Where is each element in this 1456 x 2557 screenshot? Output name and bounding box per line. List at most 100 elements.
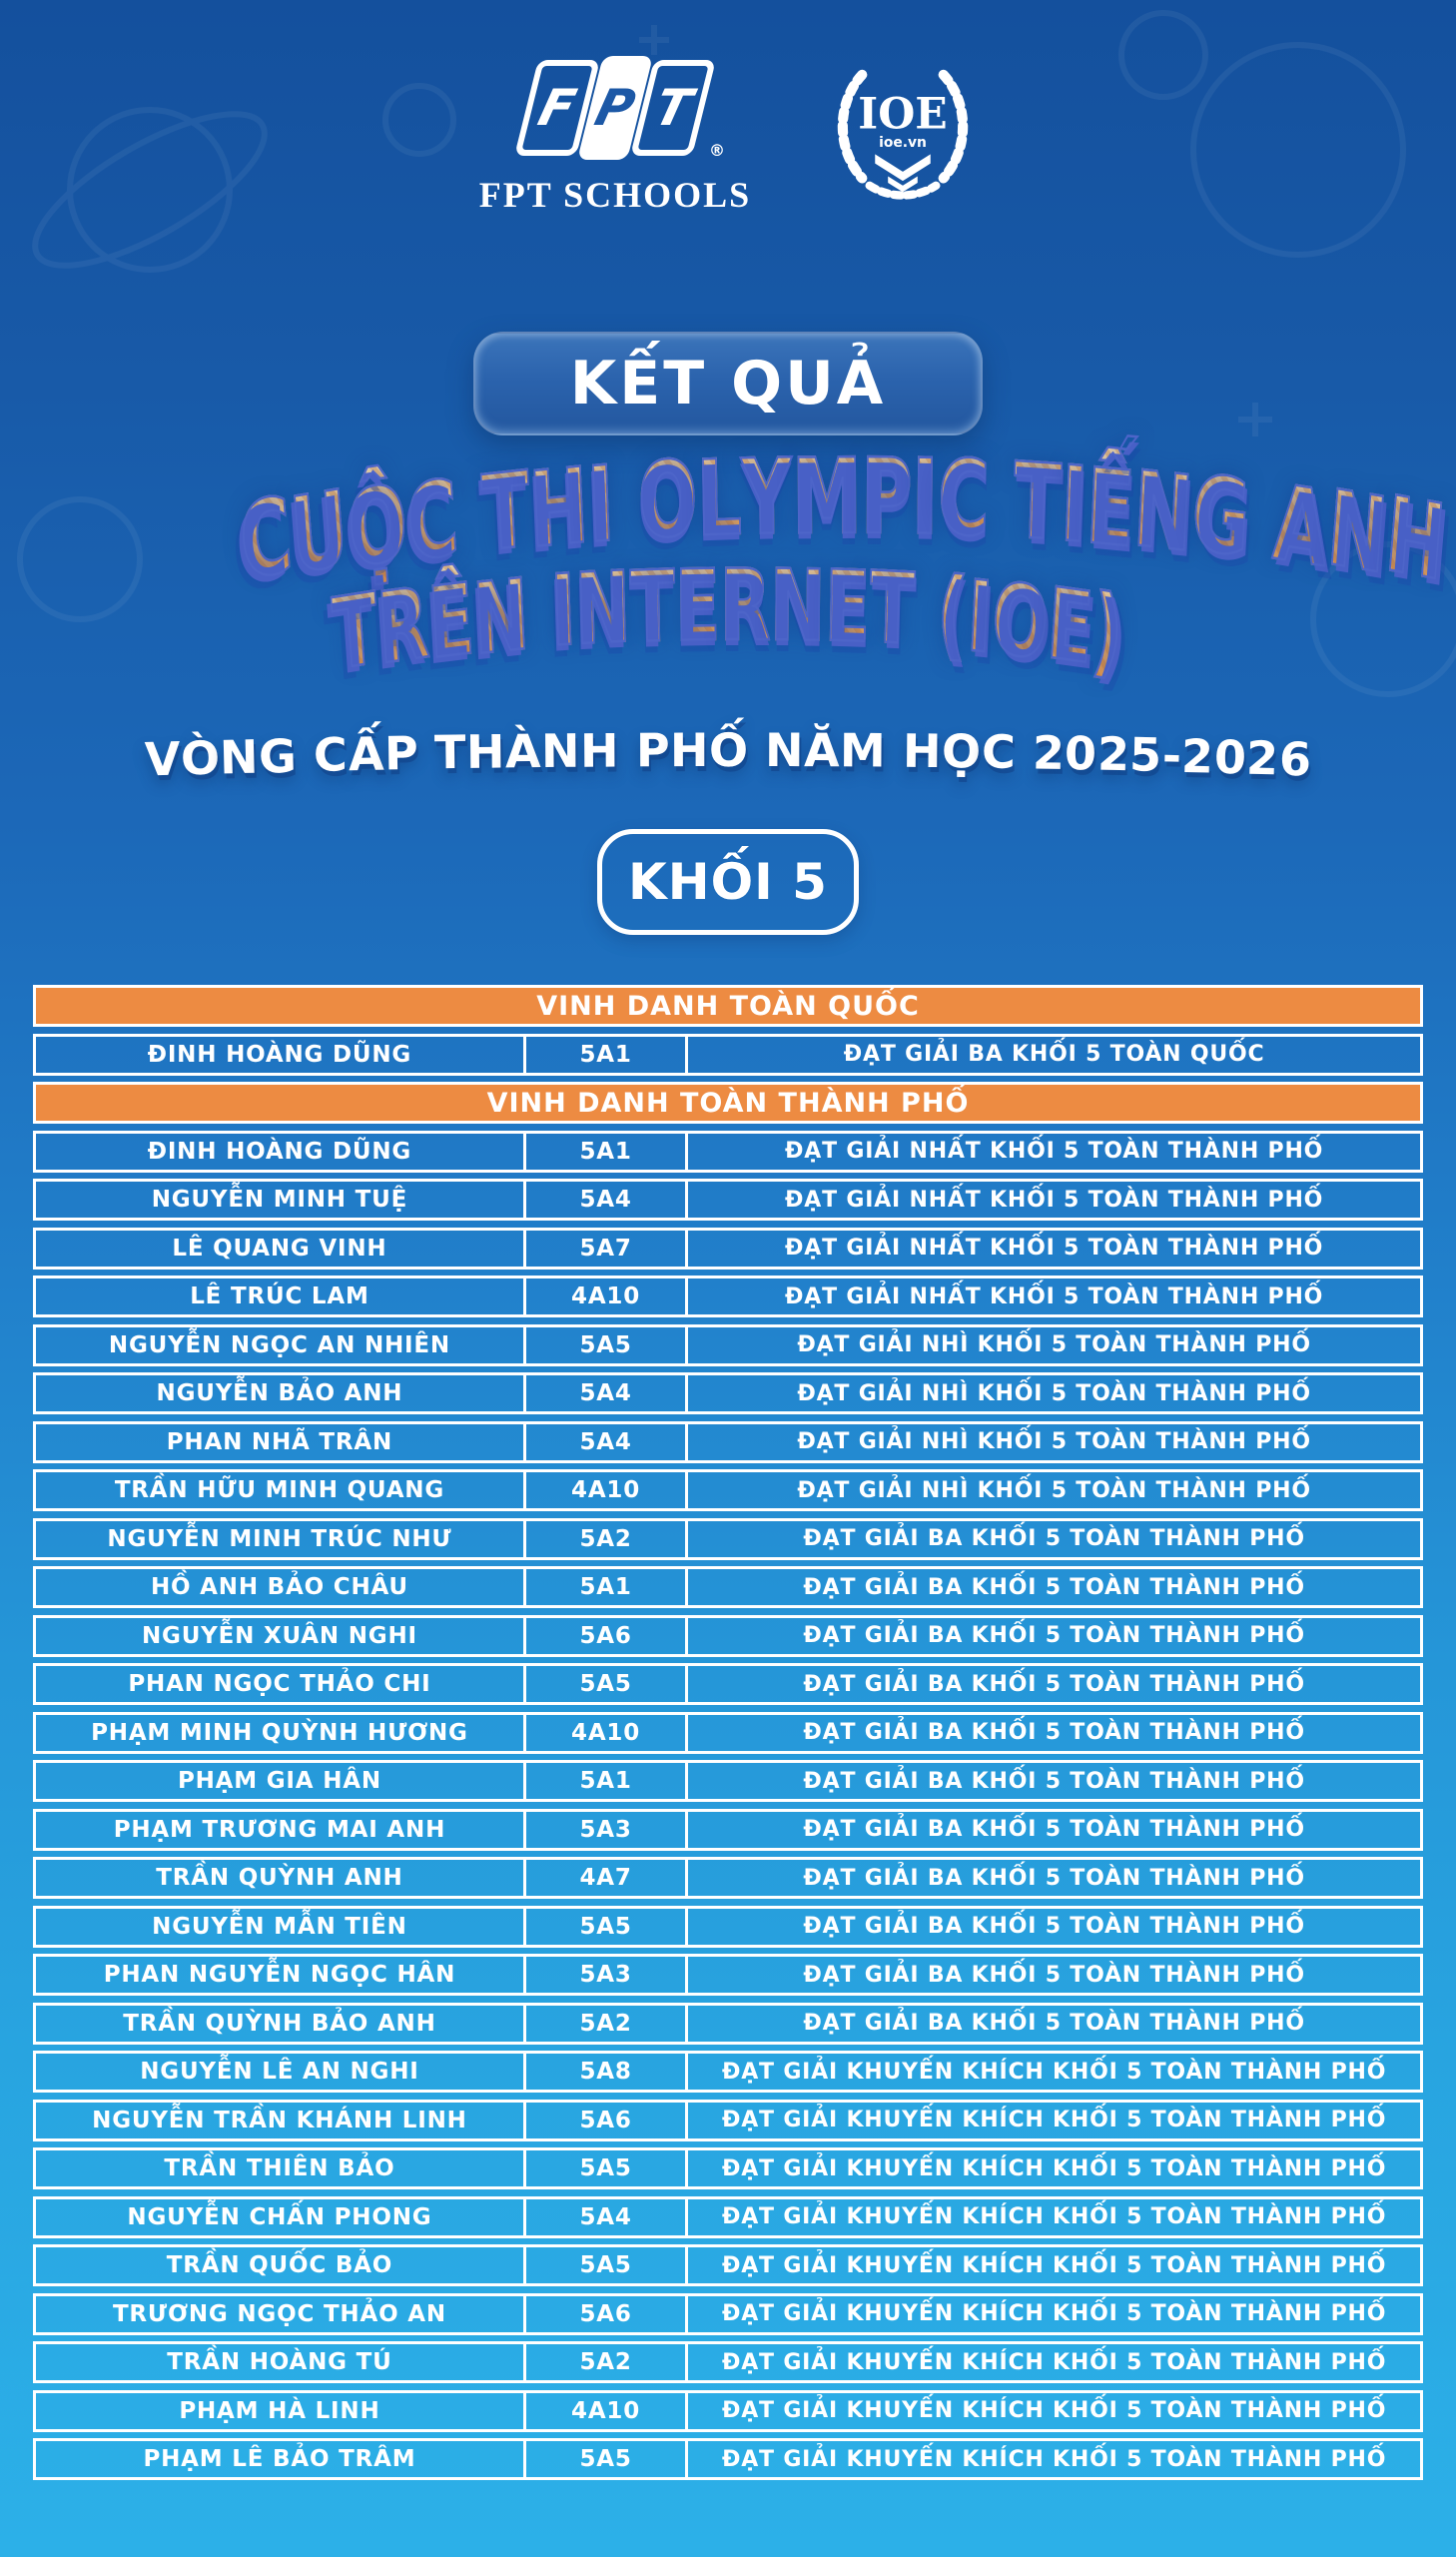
cell-award: ĐẠT GIẢI BA KHỐI 5 TOÀN THÀNH PHỐ <box>803 1574 1305 1600</box>
table-row: TRẦN QUỲNH ANH 4A7 ĐẠT GIẢI BA KHỐI 5 TOÀN… <box>33 1857 1423 1899</box>
cell-class: 4A7 <box>522 1860 689 1896</box>
table-row: TRẦN THIÊN BẢO 5A5 ĐẠT GIẢI KHUYẾN KHÍCH K… <box>33 2147 1423 2189</box>
cell-award: ĐẠT GIẢI BA KHỐI 5 TOÀN THÀNH PHỐ <box>803 1671 1305 1697</box>
cell-class: 5A3 <box>522 1957 689 1993</box>
main-title-line-1: CUỘC THI OLYMPIC TIẾNG ANH <box>235 434 1450 605</box>
cell-award: ĐẠT GIẢI NHÌ KHỐI 5 TOÀN THÀNH PHỐ <box>797 1332 1311 1357</box>
table-row: ĐINH HOÀNG DŨNG 5A1 ĐẠT GIẢI NHẤT KHỐI 5 T… <box>33 1130 1423 1173</box>
cell-student-name: PHẠM LÊ BẢO TRÂM <box>143 2446 416 2472</box>
cell-award: ĐẠT GIẢI BA KHỐI 5 TOÀN THÀNH PHỐ <box>803 1623 1305 1648</box>
cell-student-name: PHẠM TRƯƠNG MAI ANH <box>113 1816 446 1843</box>
cell-student-name: TRẦN QUỐC BẢO <box>166 2252 393 2278</box>
cell-class: 5A1 <box>522 1036 689 1073</box>
cell-class: 5A1 <box>522 1133 689 1170</box>
cell-award: ĐẠT GIẢI KHUYẾN KHÍCH KHỐI 5 TOÀN THÀNH … <box>722 2446 1387 2472</box>
cell-award: ĐẠT GIẢI NHẤT KHỐI 5 TOÀN THÀNH PHỐ <box>785 1236 1324 1261</box>
cell-award: ĐẠT GIẢI NHẤT KHỐI 5 TOÀN THÀNH PHỐ <box>785 1283 1324 1309</box>
registered-mark: ® <box>709 141 725 160</box>
cell-student-name: NGUYỄN MINH TUỆ <box>151 1187 408 1213</box>
cell-award: ĐẠT GIẢI NHẤT KHỐI 5 TOÀN THÀNH PHỐ <box>785 1187 1324 1213</box>
result-title-label: KẾT QUẢ <box>569 349 887 419</box>
cell-student-name: TRẦN QUỲNH BẢO ANH <box>123 2010 436 2037</box>
cell-class: 5A3 <box>522 1811 689 1848</box>
cell-class: 5A6 <box>522 2102 689 2138</box>
cell-student-name: LÊ TRÚC LAM <box>190 1283 369 1309</box>
cell-class: 5A4 <box>522 2198 689 2235</box>
cell-student-name: PHAN NGỌC THẢO CHI <box>128 1671 431 1697</box>
cell-award: ĐẠT GIẢI BA KHỐI 5 TOÀN THÀNH PHỐ <box>803 1720 1305 1745</box>
cell-class: 5A5 <box>522 2247 689 2283</box>
cell-award: ĐẠT GIẢI BA KHỐI 5 TOÀN THÀNH PHỐ <box>803 1817 1305 1842</box>
cell-student-name: ĐINH HOÀNG DŨNG <box>147 1041 412 1068</box>
table-row: ĐINH HOÀNG DŨNG 5A1 ĐẠT GIẢI BA KHỐI 5 TOÀ… <box>33 1033 1423 1076</box>
table-row: NGUYỄN TRẦN KHÁNH LINH 5A6 ĐẠT GIẢI KHUYẾN… <box>33 2099 1423 2141</box>
cell-class: 5A5 <box>522 1326 689 1363</box>
cell-award: ĐẠT GIẢI KHUYẾN KHÍCH KHỐI 5 TOÀN THÀNH … <box>722 2301 1387 2326</box>
result-title-pill: KẾT QUẢ <box>473 332 983 435</box>
table-row: TRƯƠNG NGỌC THẢO AN 5A6 ĐẠT GIẢI KHUYẾN KH… <box>33 2292 1423 2335</box>
table-row: PHAN NGUYỄN NGỌC HÂN 5A3 ĐẠT GIẢI BA KHỐI … <box>33 1954 1423 1996</box>
cell-student-name: PHAN NHÃ TRÂN <box>166 1428 393 1455</box>
main-title-line-2: TRÊN INTERNET (IOE) <box>329 548 1127 693</box>
cell-award: ĐẠT GIẢI NHẤT KHỐI 5 TOÀN THÀNH PHỐ <box>785 1139 1324 1164</box>
cell-class: 5A4 <box>522 1423 689 1460</box>
cell-award: ĐẠT GIẢI BA KHỐI 5 TOÀN QUỐC <box>843 1042 1265 1067</box>
ioe-domain-text: ioe.vn <box>879 135 927 151</box>
cell-class: 4A10 <box>522 1714 689 1751</box>
table-row: NGUYỄN MINH TRÚC NHƯ 5A2 ĐẠT GIẢI BA KHỐI … <box>33 1517 1423 1560</box>
table-section-header: VINH DANH TOÀN QUỐC <box>33 985 1423 1027</box>
cell-student-name: TRẦN HỮU MINH QUANG <box>114 1477 445 1503</box>
cell-class: 5A2 <box>522 2344 689 2380</box>
fpt-logo-icon: F P T ® <box>514 52 725 164</box>
cell-class: 4A10 <box>522 2392 689 2429</box>
cell-class: 5A2 <box>522 1520 689 1557</box>
cell-class: 5A5 <box>522 1908 689 1945</box>
cell-student-name: TRẦN QUỲNH ANH <box>156 1865 403 1891</box>
cell-student-name: NGUYỄN NGỌC AN NHIÊN <box>108 1331 450 1358</box>
cell-student-name: NGUYỄN BẢO ANH <box>156 1380 403 1406</box>
cell-class: 5A6 <box>522 1617 689 1654</box>
cell-award: ĐẠT GIẢI BA KHỐI 5 TOÀN THÀNH PHỐ <box>803 1914 1305 1939</box>
cell-class: 4A10 <box>522 1278 689 1314</box>
grade-badge: KHỐI 5 <box>597 829 859 935</box>
ioe-logo-text: IOE <box>859 89 948 139</box>
table-row: HỒ ANH BẢO CHÂU 5A1 ĐẠT GIẢI BA KHỐI 5 TOÀ… <box>33 1566 1423 1608</box>
cell-student-name: NGUYỄN LÊ AN NGHI <box>140 2059 419 2085</box>
cell-student-name: NGUYỄN CHẤN PHONG <box>127 2203 432 2230</box>
cell-award: ĐẠT GIẢI KHUYẾN KHÍCH KHỐI 5 TOÀN THÀNH … <box>722 2398 1387 2423</box>
cell-class: 5A1 <box>522 1569 689 1605</box>
cell-award: ĐẠT GIẢI BA KHỐI 5 TOÀN THÀNH PHỐ <box>803 1865 1305 1891</box>
cell-student-name: NGUYỄN MẪN TIÊN <box>152 1913 407 1940</box>
cell-student-name: TRẦN THIÊN BẢO <box>164 2155 395 2181</box>
cell-award: ĐẠT GIẢI BA KHỐI 5 TOÀN THÀNH PHỐ <box>803 2011 1305 2036</box>
cell-class: 5A5 <box>522 1666 689 1702</box>
table-row: PHẠM LÊ BẢO TRÂM 5A5 ĐẠT GIẢI KHUYẾN KHÍCH… <box>33 2438 1423 2480</box>
cell-student-name: ĐINH HOÀNG DŨNG <box>147 1138 412 1165</box>
ioe-logo: IOE ioe.vn <box>837 69 969 200</box>
fpt-schools-logo: F P T ® FPT SCHOOLS <box>479 52 751 216</box>
table-row: NGUYỄN CHẤN PHONG 5A4 ĐẠT GIẢI KHUYẾN KHÍC… <box>33 2195 1423 2238</box>
table-row: TRẦN HOÀNG TÚ 5A2 ĐẠT GIẢI KHUYẾN KHÍCH KH… <box>33 2341 1423 2383</box>
table-row: LÊ TRÚC LAM 4A10 ĐẠT GIẢI NHẤT KHỐI 5 TOÀN… <box>33 1276 1423 1317</box>
table-section-header: VINH DANH TOÀN THÀNH PHỐ <box>33 1082 1423 1124</box>
table-row: PHẠM MINH QUỲNH HƯƠNG 4A10 ĐẠT GIẢI BA KHỐ… <box>33 1711 1423 1754</box>
table-row: PHẠM HÀ LINH 4A10 ĐẠT GIẢI KHUYẾN KHÍCH KH… <box>33 2389 1423 2432</box>
cell-award: ĐẠT GIẢI KHUYẾN KHÍCH KHỐI 5 TOÀN THÀNH … <box>722 2252 1387 2278</box>
cell-student-name: HỒ ANH BẢO CHÂU <box>150 1574 408 1600</box>
cell-class: 5A7 <box>522 1230 689 1267</box>
cell-award: ĐẠT GIẢI KHUYẾN KHÍCH KHỐI 5 TOÀN THÀNH … <box>722 2108 1387 2132</box>
table-row: PHẠM GIA HÂN 5A1 ĐẠT GIẢI BA KHỐI 5 TOÀN T… <box>33 1760 1423 1802</box>
table-row: PHAN NHÃ TRÂN 5A4 ĐẠT GIẢI NHÌ KHỐI 5 TOÀN… <box>33 1420 1423 1463</box>
table-row: TRẦN QUỐC BẢO 5A5 ĐẠT GIẢI KHUYẾN KHÍCH KH… <box>33 2244 1423 2286</box>
cell-award: ĐẠT GIẢI BA KHỐI 5 TOÀN THÀNH PHỐ <box>803 1526 1305 1551</box>
table-row: NGUYỄN LÊ AN NGHI 5A8 ĐẠT GIẢI KHUYẾN KHÍC… <box>33 2051 1423 2093</box>
cell-award: ĐẠT GIẢI NHÌ KHỐI 5 TOÀN THÀNH PHỐ <box>797 1380 1311 1406</box>
cell-class: 5A5 <box>522 2150 689 2186</box>
cell-student-name: PHẠM MINH QUỲNH HƯƠNG <box>91 1719 468 1746</box>
cell-class: 5A8 <box>522 2054 689 2090</box>
cell-class: 4A10 <box>522 1472 689 1508</box>
cell-award: ĐẠT GIẢI BA KHỐI 5 TOÀN THÀNH PHỐ <box>803 1768 1305 1794</box>
cell-award: ĐẠT GIẢI KHUYẾN KHÍCH KHỐI 5 TOÀN THÀNH … <box>722 2349 1387 2375</box>
table-row: NGUYỄN BẢO ANH 5A4 ĐẠT GIẢI NHÌ KHỐI 5 TOÀ… <box>33 1372 1423 1414</box>
table-row: TRẦN HỮU MINH QUANG 4A10 ĐẠT GIẢI NHÌ KHỐI… <box>33 1469 1423 1511</box>
